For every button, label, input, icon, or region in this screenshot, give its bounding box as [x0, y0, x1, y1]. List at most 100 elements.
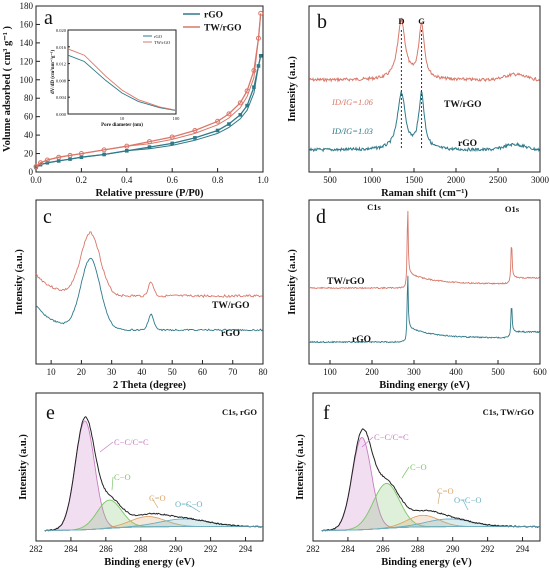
panel-e: 282 284 286 288 290 292 294 Binding energy (eV)… — [18, 392, 264, 568]
x-tick-label: 2500 — [489, 175, 508, 185]
y-axis-label: Volume adsorbed ( cm³ g⁻¹ ) — [2, 25, 13, 152]
series-line-TW/rGO — [308, 17, 540, 83]
plot-frame — [35, 392, 264, 542]
data-point — [193, 136, 197, 140]
panel-a: 0.0 0.2 0.4 0.6 0.8 1.0 Relative pressure (P/P… — [2, 1, 269, 199]
component-label: C−O — [410, 462, 427, 472]
data-point — [252, 85, 256, 89]
label-leader — [462, 499, 469, 511]
y-tick-label: 160 — [20, 19, 34, 29]
inset-plot: 0.000 0.004 0.008 0.012 0.016 0.020 10 100 Pore … — [50, 28, 180, 128]
data-point — [44, 157, 50, 163]
data-point — [56, 154, 62, 160]
y-axis-label: Intensity (a.u.) — [295, 434, 306, 500]
x-tick-label: 600 — [533, 367, 547, 377]
y-axis-label: Intensity (a.u.) — [287, 56, 298, 122]
data-point — [45, 160, 50, 165]
data-point — [79, 155, 84, 160]
inset-x-tick-label: 100 — [173, 116, 181, 121]
inset-legend-label: TW/rGO — [154, 40, 171, 45]
x-tick-label: 3000 — [531, 175, 550, 185]
plot-frame — [308, 5, 541, 173]
data-point — [237, 100, 243, 106]
x-tick-label: 0.6 — [167, 175, 179, 185]
x-tick-label: 0.2 — [76, 175, 87, 185]
inset-series-TW/rGO — [67, 48, 177, 111]
panel-c: 10 20 30 40 50 60 70 80 2 Theta (degree) Intensit… — [14, 199, 269, 391]
data-point — [67, 152, 73, 158]
series-label: TW/rGO — [327, 277, 364, 287]
x-tick-label: 400 — [449, 367, 463, 377]
inset-y-tick-label: 0.004 — [56, 95, 67, 100]
x-tick-label: 80 — [259, 367, 269, 377]
panel-title: C1s, TW/rGO — [483, 407, 535, 417]
peak-label: D — [398, 16, 404, 26]
data-point — [56, 159, 61, 163]
data-point — [38, 160, 44, 166]
x-tick-label: 284 — [341, 544, 355, 554]
inset-x-tick-label: 10 — [120, 116, 125, 121]
inset-y-axis-label: dV/dD (cm³nm⁻¹g⁻¹) — [50, 49, 56, 94]
data-point — [147, 145, 152, 149]
plot-frame — [308, 199, 541, 365]
data-point — [226, 111, 232, 117]
data-point — [227, 122, 231, 126]
component-label: C=O — [149, 493, 166, 503]
inset-y-tick-label: 0.000 — [56, 112, 67, 117]
envelope-line — [44, 416, 263, 532]
x-tick-label: 1.0 — [257, 175, 269, 185]
panel-title: C1s, rGO — [222, 407, 257, 417]
data-point — [256, 64, 261, 68]
peak-label: O1s — [505, 204, 520, 214]
x-tick-label: 294 — [239, 544, 253, 554]
x-tick-label: 288 — [134, 544, 148, 554]
x-tick-label: 500 — [323, 175, 337, 185]
y-axis-label: Intensity (a.u.) — [14, 249, 25, 315]
x-tick-label: 282 — [29, 544, 43, 554]
x-tick-label: 200 — [365, 367, 379, 377]
x-tick-label: 292 — [204, 544, 218, 554]
x-tick-label: 286 — [99, 544, 113, 554]
plot-frame — [35, 199, 264, 365]
series-label: TW/rGO — [444, 100, 481, 110]
data-point — [215, 118, 221, 124]
series-line-rGO — [35, 257, 263, 332]
ratio-annotation: ID/IG=1.06 — [331, 97, 374, 107]
data-point — [34, 165, 38, 170]
x-tick-label: 290 — [169, 544, 183, 554]
x-tick-label: 40 — [137, 367, 147, 377]
x-tick-label: 292 — [481, 544, 495, 554]
data-point — [245, 103, 249, 108]
x-tick-label: 20 — [77, 367, 87, 377]
panel-label: d — [316, 206, 326, 228]
y-tick-label: 80 — [24, 93, 34, 103]
y-tick-label: 60 — [24, 112, 34, 122]
panel-label: a — [44, 7, 53, 29]
panel-b: 500 1000 1500 2000 2500 3000 Raman shift (cm⁻¹… — [287, 5, 550, 199]
y-tick-label: 140 — [20, 38, 34, 48]
data-point — [170, 141, 174, 146]
y-tick-label: 20 — [24, 149, 34, 159]
panel-label: c — [43, 206, 52, 228]
plot-frame — [35, 5, 264, 173]
data-point — [255, 35, 261, 41]
y-tick-label: 120 — [20, 56, 34, 66]
data-point — [258, 10, 264, 16]
component-label: O=C−O — [175, 499, 203, 509]
x-tick-label: 1500 — [405, 175, 424, 185]
peak-label: G — [418, 16, 425, 26]
inset-y-tick-label: 0.016 — [56, 45, 67, 50]
data-point — [68, 157, 72, 161]
x-tick-label: 0.0 — [30, 175, 42, 185]
x-tick-label: 70 — [228, 367, 238, 377]
label-leader — [99, 441, 114, 453]
label-leader — [401, 466, 410, 479]
x-tick-label: 286 — [376, 544, 390, 554]
x-tick-label: 50 — [168, 367, 178, 377]
inset-frame — [67, 29, 177, 115]
x-axis-label: Relative pressure (P/P0) — [95, 188, 204, 199]
data-point — [124, 143, 130, 149]
baseline — [44, 526, 263, 531]
label-leader — [151, 497, 159, 509]
data-point — [215, 128, 220, 133]
